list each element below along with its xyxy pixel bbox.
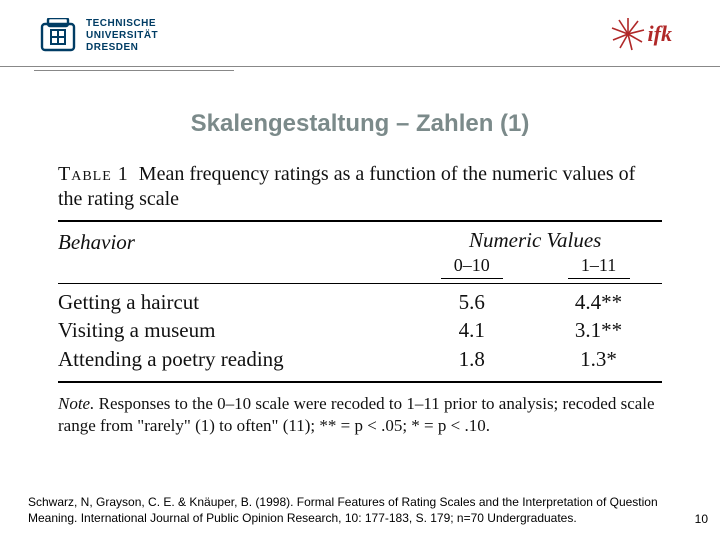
ifk-text: ifk	[648, 21, 672, 47]
mid-rule	[58, 283, 662, 284]
row-val1: 1.8	[408, 345, 535, 373]
col2-label: 1–11	[581, 255, 616, 275]
bottom-rule	[58, 381, 662, 383]
row-val2: 1.3*	[535, 345, 662, 373]
table-caption: Table 1 Mean frequency ratings as a func…	[58, 162, 662, 212]
col2-rule	[568, 278, 630, 279]
numeric-header: Numeric Values	[408, 228, 662, 253]
table-row: Visiting a museum 4.1 3.1**	[58, 316, 662, 344]
caption-text: Mean frequency ratings as a function of …	[58, 163, 635, 210]
note-label: Note.	[58, 394, 94, 413]
row-label: Visiting a museum	[58, 316, 408, 344]
behavior-header: Behavior	[58, 228, 408, 255]
row-val1: 4.1	[408, 316, 535, 344]
tu-line2: UNIVERSITÄT	[86, 30, 158, 42]
tu-text: TECHNISCHE UNIVERSITÄT DRESDEN	[86, 18, 158, 54]
slide-header: TECHNISCHE UNIVERSITÄT DRESDEN i	[0, 0, 720, 70]
table-head-row: Behavior Numeric Values 0–10 1–11	[58, 228, 662, 279]
tu-dresden-logo: TECHNISCHE UNIVERSITÄT DRESDEN	[38, 18, 158, 54]
row-val2: 4.4**	[535, 288, 662, 316]
col1-label: 0–10	[454, 255, 490, 275]
col1-rule	[441, 278, 503, 279]
page-number: 10	[695, 512, 708, 526]
top-rule	[58, 220, 662, 222]
table-note: Note. Responses to the 0–10 scale were r…	[58, 393, 662, 437]
table-row: Getting a haircut 5.6 4.4**	[58, 288, 662, 316]
ifk-logo: ifk	[610, 16, 672, 52]
header-rule-short	[34, 70, 234, 71]
ifk-burst-icon	[610, 16, 646, 52]
tu-crest-icon	[38, 18, 78, 54]
table-figure: Table 1 Mean frequency ratings as a func…	[58, 162, 662, 437]
note-text: Responses to the 0–10 scale were recoded…	[58, 394, 655, 435]
row-label: Attending a poetry reading	[58, 345, 408, 373]
numeric-header-block: Numeric Values 0–10 1–11	[408, 228, 662, 279]
slide-title: Skalengestaltung – Zahlen (1)	[0, 110, 720, 138]
citation-text: Schwarz, N, Grayson, C. E. & Knäuper, B.…	[28, 494, 684, 526]
tu-line3: DRESDEN	[86, 42, 158, 54]
caption-label: Table 1	[58, 163, 129, 185]
tu-line1: TECHNISCHE	[86, 18, 158, 30]
col1-header: 0–10	[408, 255, 535, 279]
header-rule	[0, 66, 720, 67]
row-label: Getting a haircut	[58, 288, 408, 316]
col2-header: 1–11	[535, 255, 662, 279]
row-val2: 3.1**	[535, 316, 662, 344]
row-val1: 5.6	[408, 288, 535, 316]
sub-header-row: 0–10 1–11	[408, 255, 662, 279]
table-row: Attending a poetry reading 1.8 1.3*	[58, 345, 662, 373]
